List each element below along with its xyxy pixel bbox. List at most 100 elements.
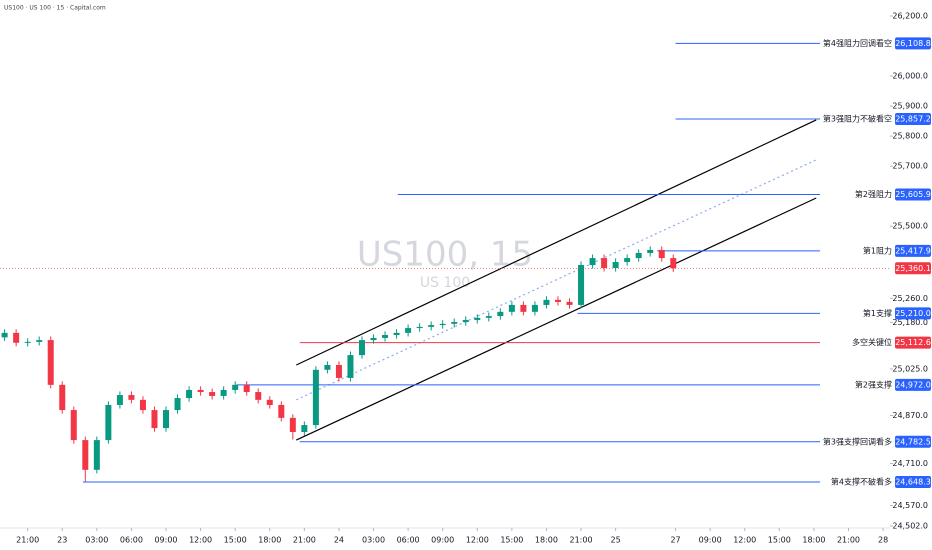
candle-body: [347, 355, 354, 378]
candle-body: [1, 332, 8, 338]
candle-body: [209, 392, 216, 396]
candle-body: [416, 326, 423, 329]
candle-body: [197, 389, 204, 393]
price-tag-label: 24,648.3: [895, 478, 931, 487]
candle-body: [382, 334, 389, 338]
price-tag-label: 24,972.0: [895, 380, 931, 389]
candle-body: [47, 340, 54, 385]
x-tick-label: 12:00: [733, 536, 756, 545]
x-tick-label: 06:00: [397, 536, 420, 545]
candle-body: [232, 384, 239, 390]
candle-body: [151, 410, 158, 429]
trend-line: [296, 159, 817, 401]
y-tick-label: 25,180.0: [892, 318, 928, 327]
x-tick-label: 06:00: [120, 536, 143, 545]
price-tag-label: 24,782.5: [895, 437, 931, 446]
candle-body: [93, 440, 100, 470]
candle-body: [163, 410, 170, 429]
price-tag-label: 26,108.8: [895, 39, 931, 48]
candle-body: [312, 369, 319, 426]
price-tag-label: 25,857.2: [895, 114, 931, 123]
candle-body: [82, 440, 89, 470]
candle-body: [508, 304, 515, 312]
x-tick-label: 03:00: [362, 536, 385, 545]
candle-body: [589, 258, 596, 265]
y-tick-label: 24,870.0: [892, 411, 928, 420]
candle-body: [543, 299, 550, 305]
x-tick-label: 27: [670, 536, 680, 545]
candle-body: [70, 410, 77, 441]
candle-body: [658, 249, 665, 259]
candle-body: [601, 258, 608, 268]
price-tag: [895, 112, 931, 125]
candle-body: [393, 332, 400, 335]
candle-body: [554, 299, 561, 302]
x-tick-label: 09:00: [431, 536, 454, 545]
candle-body: [670, 258, 677, 269]
candle-body: [186, 389, 193, 399]
candle-body: [635, 252, 642, 259]
candle-body: [485, 316, 492, 318]
level-name: 多空关键位: [852, 337, 892, 347]
candle-body: [59, 384, 66, 411]
trend-line: [296, 197, 817, 441]
x-tick-label: 18:00: [535, 536, 558, 545]
candle-body: [255, 392, 262, 400]
candle-body: [289, 417, 296, 432]
y-tick-label: 26,000.0: [892, 72, 928, 81]
x-tick-label: 15:00: [768, 536, 791, 545]
y-tick-label: 24,502.0: [892, 522, 928, 531]
candle-body: [266, 399, 273, 405]
x-tick-label: 09:00: [699, 536, 722, 545]
x-tick-label: 15:00: [500, 536, 523, 545]
x-tick-label: 21:00: [837, 536, 860, 545]
candle-body: [439, 323, 446, 326]
price-tag: [895, 37, 931, 50]
y-tick-label: 26,200.0: [892, 12, 928, 21]
level-name: 第1阻力: [863, 245, 892, 255]
last-price-label: 25,360.1: [895, 264, 931, 273]
level-name: 第2强支撑: [855, 379, 892, 389]
candle-body: [128, 395, 135, 400]
y-tick-label: 25,260.0: [892, 294, 928, 303]
x-tick-label: 18:00: [258, 536, 281, 545]
candle-body: [116, 395, 123, 405]
candle-body: [278, 404, 285, 418]
x-tick-label: 23: [57, 536, 67, 545]
candle-body: [462, 319, 469, 323]
candle-body: [566, 301, 573, 305]
candle-body: [520, 304, 527, 312]
candle-body: [301, 425, 308, 432]
x-tick-label: 25: [611, 536, 621, 545]
y-tick-label: 24,570.0: [892, 501, 928, 510]
candle-body: [474, 317, 481, 320]
x-tick-label: 24: [334, 536, 344, 545]
price-tag: [895, 244, 931, 257]
level-name: 第4强阻力回调看空: [823, 38, 892, 48]
candle-body: [647, 249, 654, 253]
level-name: 第4支撑不破看多: [831, 477, 892, 487]
candle-body: [497, 311, 504, 317]
level-name: 第3强支撑回调看多: [823, 436, 892, 446]
candle-body: [220, 389, 227, 396]
candle-body: [405, 328, 412, 333]
x-tick-label: 12:00: [189, 536, 212, 545]
watermark-sub: US 100: [420, 275, 470, 291]
last-price-tag: [895, 262, 931, 275]
y-tick-label: 25,025.0: [892, 364, 928, 373]
level-name: 第1支撑: [863, 308, 892, 318]
x-tick-label: 03:00: [85, 536, 108, 545]
candle-body: [370, 337, 377, 341]
y-tick-label: 25,500.0: [892, 222, 928, 231]
candle-body: [105, 404, 112, 441]
x-tick-label: 21:00: [16, 536, 39, 545]
y-tick-label: 25,700.0: [892, 162, 928, 171]
price-tag: [895, 307, 931, 320]
price-tag: [895, 336, 931, 349]
candle-body: [612, 261, 619, 268]
x-tick-label: 18:00: [802, 536, 825, 545]
candle-body: [358, 340, 365, 356]
x-tick-label: 15:00: [224, 536, 247, 545]
candle-body: [36, 340, 43, 342]
